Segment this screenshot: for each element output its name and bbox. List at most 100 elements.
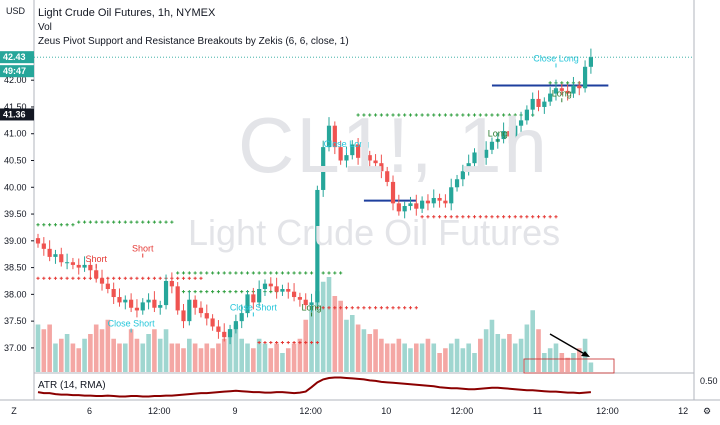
candle-body — [239, 313, 244, 322]
candle-body — [489, 141, 495, 150]
candle-body — [59, 254, 64, 263]
time-tick-label: 9 — [232, 406, 237, 416]
volume-legend[interactable]: Vol — [38, 22, 52, 33]
volume-bar — [355, 324, 361, 372]
volume-bar — [315, 291, 320, 372]
resistance-marker — [531, 215, 535, 219]
candle-body — [478, 152, 483, 158]
atr-line — [37, 376, 591, 398]
volume-bar — [239, 338, 244, 372]
candle-body — [326, 125, 332, 148]
currency-label[interactable]: USD — [6, 6, 26, 16]
candle-body — [105, 283, 110, 290]
candle-body — [484, 149, 489, 158]
support-marker — [216, 290, 221, 294]
support-marker — [42, 223, 46, 227]
support-marker — [158, 220, 162, 224]
candle-body — [210, 318, 215, 327]
resistance-marker — [263, 340, 267, 345]
candle-body — [111, 289, 116, 298]
gear-icon[interactable]: ⚙ — [703, 406, 711, 416]
chart-title[interactable]: Light Crude Oil Futures, 1h, NYMEX — [38, 7, 216, 19]
support-marker — [146, 220, 151, 224]
resistance-marker — [385, 306, 389, 310]
support-marker — [77, 220, 81, 224]
resistance-marker — [59, 276, 63, 280]
candle-body — [222, 331, 227, 338]
price-tick-label: 37.00 — [4, 343, 27, 353]
cross-pill: 41.36 — [3, 109, 26, 119]
atr-legend[interactable]: ATR (14, RMA) — [38, 380, 106, 391]
resistance-marker — [426, 215, 430, 219]
candle-body — [402, 206, 407, 212]
volume-bar — [82, 338, 87, 372]
volume-bar — [41, 329, 47, 372]
volume-bar — [437, 353, 442, 372]
support-marker — [507, 113, 512, 117]
candle-body — [390, 181, 396, 204]
volume-bar — [105, 319, 111, 372]
candle-body — [571, 85, 576, 94]
volume-bar — [256, 338, 262, 372]
candle-body — [460, 171, 465, 180]
volume-bar — [152, 329, 157, 372]
support-marker — [437, 113, 442, 117]
resistance-marker — [496, 215, 500, 219]
support-marker — [513, 113, 517, 117]
resistance-marker — [48, 276, 52, 280]
support-marker — [205, 271, 209, 275]
volume-bar — [245, 343, 250, 372]
candle-body — [565, 90, 570, 94]
support-marker — [356, 113, 360, 117]
support-marker — [234, 290, 238, 294]
support-marker — [391, 113, 395, 117]
resistance-marker — [490, 215, 494, 219]
volume-bar — [204, 343, 210, 372]
support-marker — [472, 113, 477, 117]
resistance-marker — [257, 340, 261, 345]
volume-bar — [518, 338, 524, 372]
resistance-marker — [554, 215, 558, 219]
volume-bar — [192, 343, 198, 372]
resistance-marker — [275, 340, 279, 345]
candle-body — [315, 189, 320, 303]
resistance-marker — [117, 276, 122, 280]
candle-body — [70, 262, 76, 265]
volume-bar — [332, 296, 338, 372]
support-marker — [222, 271, 226, 275]
zoom-icon[interactable]: Z — [11, 406, 17, 416]
candle-body — [158, 305, 163, 308]
candle-body — [466, 163, 471, 172]
price-tick-label: 38.00 — [4, 289, 27, 299]
support-marker — [298, 271, 302, 275]
resistance-marker — [484, 215, 488, 219]
resistance-marker — [135, 276, 139, 280]
volume-bar — [169, 343, 175, 372]
support-marker — [170, 220, 174, 224]
price-tick-label: 37.50 — [4, 316, 27, 326]
support-marker — [566, 81, 570, 85]
volume-bar — [588, 362, 594, 372]
resistance-marker — [82, 276, 87, 280]
candle-body — [41, 243, 46, 249]
candle-body — [518, 120, 524, 126]
candle-body — [268, 283, 273, 287]
candle-body — [577, 85, 582, 89]
volume-bar — [507, 334, 512, 372]
resistance-marker — [542, 215, 546, 219]
resistance-marker — [408, 306, 413, 310]
support-marker — [403, 113, 407, 117]
candle-body — [216, 326, 221, 332]
indicator-legend[interactable]: Zeus Pivot Support and Resistance Breako… — [38, 36, 349, 47]
candle-body — [233, 321, 238, 330]
volume-bar — [251, 348, 256, 372]
resistance-marker — [292, 340, 296, 345]
resistance-marker — [420, 215, 424, 219]
volume-bar — [280, 353, 285, 372]
resistance-marker — [286, 340, 290, 345]
time-tick-label: 12:00 — [451, 406, 474, 416]
watermark-symbol: CL1!, 1h — [238, 101, 549, 189]
candle-body — [379, 163, 384, 172]
